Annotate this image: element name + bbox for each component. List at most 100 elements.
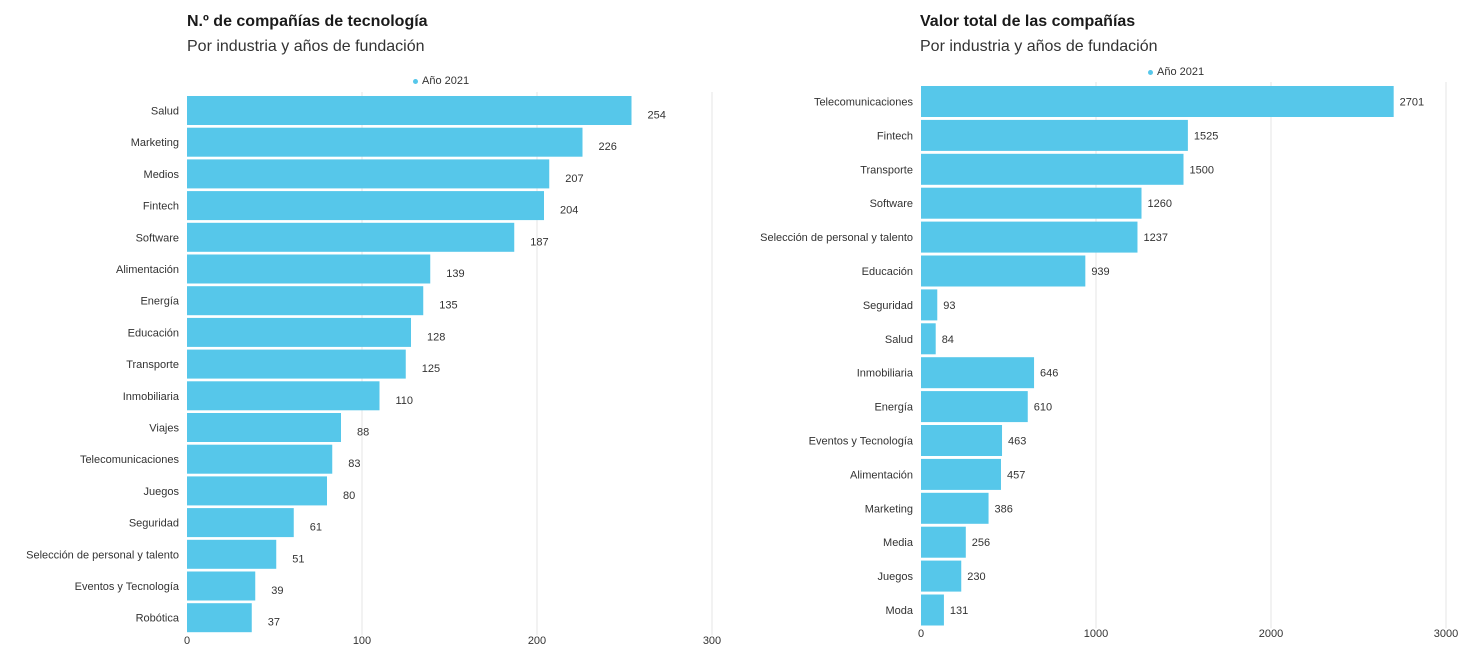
chart-1-bar bbox=[187, 571, 256, 601]
chart-1-legend-label: Año 2021 bbox=[422, 75, 470, 87]
chart-2-category-label: Energía bbox=[874, 402, 913, 414]
chart-1-value-label: 125 bbox=[422, 363, 440, 375]
chart-2-category-label: Educación bbox=[862, 266, 913, 278]
chart-2-value-label: 1525 bbox=[1194, 130, 1218, 142]
chart-1-category-label: Educación bbox=[128, 327, 179, 339]
chart-2-value-label: 463 bbox=[1008, 436, 1026, 448]
chart-1-category-label: Energía bbox=[140, 296, 179, 308]
chart-2-legend-label: Año 2021 bbox=[1157, 66, 1205, 78]
chart-1-category-label: Software bbox=[136, 232, 179, 244]
chart-1-bar bbox=[187, 127, 583, 157]
chart-2-value-label: 386 bbox=[995, 503, 1013, 515]
chart-1-title: N.º de compañías de tecnología bbox=[187, 13, 428, 30]
chart-1-bar bbox=[187, 317, 411, 347]
chart-1-category-label: Alimentación bbox=[116, 264, 179, 276]
chart-2-category-label: Salud bbox=[885, 334, 913, 346]
chart-2-bar bbox=[921, 391, 1028, 423]
chart-2-value-label: 1500 bbox=[1190, 164, 1214, 176]
chart-1-category-label: Inmobiliaria bbox=[123, 391, 180, 403]
chart-1-value-label: 135 bbox=[439, 300, 457, 312]
chart-1-category-label: Seguridad bbox=[129, 518, 179, 530]
chart-1-bar bbox=[187, 191, 544, 221]
chart-1-bar bbox=[187, 254, 431, 284]
chart-1-subtitle: Por industria y años de fundación bbox=[187, 38, 425, 55]
chart-1-value-label: 226 bbox=[599, 141, 617, 153]
chart-1-category-label: Medios bbox=[144, 169, 180, 181]
chart-2-category-label: Seguridad bbox=[863, 300, 913, 312]
chart-1-bar bbox=[187, 381, 380, 411]
chart-1-value-label: 88 bbox=[357, 427, 369, 439]
chart-2-x-tick-label: 3000 bbox=[1434, 628, 1458, 640]
chart-2-category-label: Telecomunicaciones bbox=[814, 97, 914, 109]
chart-2-category-label: Juegos bbox=[878, 571, 914, 583]
chart-2-value-label: 230 bbox=[967, 571, 985, 583]
chart-2-category-label: Inmobiliaria bbox=[857, 368, 914, 380]
chart-2-bar bbox=[921, 594, 944, 626]
chart-1-category-label: Viajes bbox=[149, 423, 179, 435]
chart-1-value-label: 128 bbox=[427, 331, 445, 343]
chart-2-bar bbox=[921, 492, 989, 524]
chart-1-value-label: 254 bbox=[648, 110, 666, 122]
chart-1-category-label: Robótica bbox=[136, 613, 180, 625]
chart-1-category-label: Juegos bbox=[144, 486, 180, 498]
chart-2-bar bbox=[921, 560, 962, 592]
legend-dot-icon bbox=[413, 78, 418, 84]
chart-2-category-label: Transporte bbox=[860, 164, 913, 176]
chart-1-bar bbox=[187, 413, 341, 442]
chart-1-x-tick-label: 0 bbox=[184, 635, 190, 647]
chart-2-value-label: 84 bbox=[942, 334, 954, 346]
chart-2-bar bbox=[921, 458, 1001, 490]
chart-2-category-label: Marketing bbox=[865, 503, 913, 515]
chart-2-value-label: 939 bbox=[1091, 266, 1109, 278]
chart-1-value-label: 139 bbox=[446, 268, 464, 280]
chart-1-value-label: 204 bbox=[560, 205, 578, 217]
chart-1-value-label: 187 bbox=[530, 236, 548, 248]
chart-1-bar bbox=[187, 349, 406, 379]
chart-1-value-label: 110 bbox=[396, 395, 414, 407]
chart-2-title: Valor total de las compañías bbox=[920, 13, 1136, 30]
chart-2-x-tick-label: 1000 bbox=[1084, 628, 1108, 640]
chart-1-category-label: Telecomunicaciones bbox=[80, 454, 180, 466]
chart-1-category-label: Fintech bbox=[143, 201, 179, 213]
chart-2-bar bbox=[921, 187, 1142, 219]
chart-2-value-label: 2701 bbox=[1400, 97, 1424, 109]
legend-dot-icon bbox=[1148, 69, 1153, 75]
chart-2-value-label: 610 bbox=[1034, 402, 1052, 414]
chart-2-subtitle: Por industria y años de fundación bbox=[920, 38, 1158, 55]
chart-1-bar bbox=[187, 159, 550, 189]
chart-1-value-label: 83 bbox=[348, 458, 360, 470]
chart-1-x-tick-label: 200 bbox=[528, 635, 546, 647]
chart-2-category-label: Media bbox=[883, 537, 914, 549]
chart-1-category-label: Eventos y Tecnología bbox=[75, 581, 180, 593]
chart-2-value-label: 457 bbox=[1007, 469, 1025, 481]
chart-2-bar bbox=[921, 255, 1086, 287]
chart-2-bar bbox=[921, 119, 1188, 151]
chart-1-value-label: 207 bbox=[565, 173, 583, 185]
chart-2-value-label: 1237 bbox=[1143, 232, 1167, 244]
chart-2-value-label: 646 bbox=[1040, 368, 1058, 380]
chart-1-value-label: 61 bbox=[310, 522, 322, 534]
chart-1-bar bbox=[187, 96, 632, 125]
chart-2-bar bbox=[921, 425, 1003, 456]
chart-1-bar bbox=[187, 222, 515, 252]
chart-2-category-label: Selección de personal y talento bbox=[760, 232, 913, 244]
chart-1-bar bbox=[187, 508, 294, 538]
chart-1-x-tick-label: 300 bbox=[703, 635, 721, 647]
chart-1-bar bbox=[187, 603, 252, 633]
chart-1-category-label: Marketing bbox=[131, 137, 179, 149]
chart-2-category-label: Alimentación bbox=[850, 469, 913, 481]
chart-2-bar bbox=[921, 221, 1138, 253]
chart-1-value-label: 51 bbox=[292, 553, 304, 565]
chart-1-category-label: Transporte bbox=[126, 359, 179, 371]
chart-2-value-label: 1260 bbox=[1148, 198, 1172, 210]
chart-1-category-label: Selección de personal y talento bbox=[26, 549, 179, 561]
chart-2-value-label: 131 bbox=[950, 605, 968, 617]
chart-2-category-label: Fintech bbox=[877, 130, 913, 142]
chart-1-bar bbox=[187, 444, 333, 474]
chart-2-bar bbox=[921, 153, 1184, 185]
chart-2-bar bbox=[921, 289, 938, 321]
chart-1-bar bbox=[187, 476, 327, 506]
chart-1-category-label: Salud bbox=[151, 106, 179, 118]
chart-2-x-tick-label: 0 bbox=[918, 628, 924, 640]
chart-2-value-label: 256 bbox=[972, 537, 990, 549]
